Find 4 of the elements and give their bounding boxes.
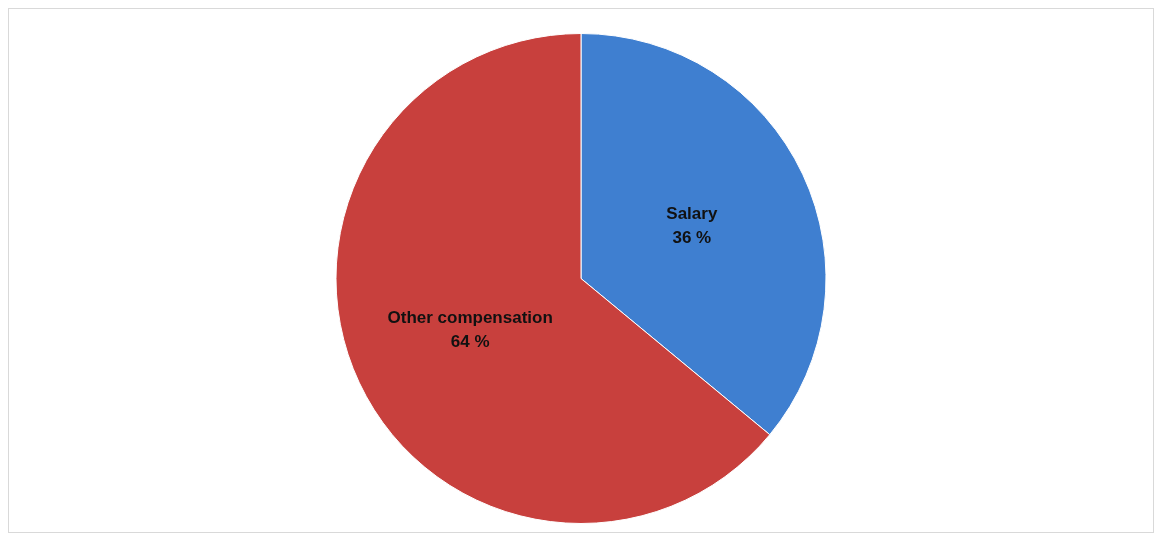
slice-label: Other compensation	[387, 308, 553, 328]
data-label: 64 %	[450, 332, 490, 352]
slice-label: Salary	[666, 204, 718, 224]
data-label: 36 %	[672, 228, 712, 248]
